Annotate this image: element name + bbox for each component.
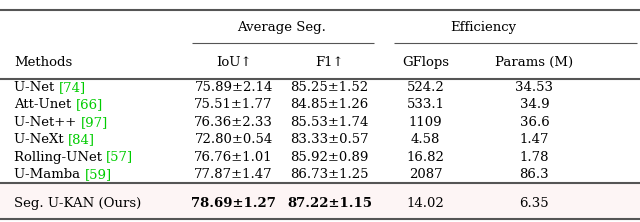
Text: 77.87±1.47: 77.87±1.47 — [195, 168, 273, 181]
Text: 1109: 1109 — [409, 116, 442, 129]
Bar — [0, 183, 640, 219]
Text: U-NeXt: U-NeXt — [14, 133, 68, 146]
Text: 34.9: 34.9 — [520, 98, 549, 111]
Text: 2087: 2087 — [409, 168, 442, 181]
Text: 78.69±1.27: 78.69±1.27 — [191, 197, 276, 210]
Text: U-Net: U-Net — [14, 81, 59, 94]
Text: 76.76±1.01: 76.76±1.01 — [195, 151, 273, 164]
Text: 86.73±1.25: 86.73±1.25 — [291, 168, 369, 181]
Text: [59]: [59] — [84, 168, 111, 181]
Text: 36.6: 36.6 — [520, 116, 549, 129]
Text: 4.58: 4.58 — [411, 133, 440, 146]
Text: 75.89±2.14: 75.89±2.14 — [195, 81, 273, 94]
Text: Params (M): Params (M) — [495, 56, 573, 69]
Text: Rolling-UNet: Rolling-UNet — [14, 151, 106, 164]
Text: [57]: [57] — [106, 151, 134, 164]
Text: F1↑: F1↑ — [316, 56, 344, 69]
Text: 1.78: 1.78 — [520, 151, 549, 164]
Text: Efficiency: Efficiency — [450, 21, 516, 34]
Text: 85.92±0.89: 85.92±0.89 — [291, 151, 369, 164]
Text: 85.25±1.52: 85.25±1.52 — [291, 81, 369, 94]
Text: [97]: [97] — [81, 116, 108, 129]
Text: 524.2: 524.2 — [407, 81, 444, 94]
Text: 76.36±2.33: 76.36±2.33 — [194, 116, 273, 129]
Text: GFlops: GFlops — [402, 56, 449, 69]
Text: [74]: [74] — [59, 81, 86, 94]
Text: IoU↑: IoU↑ — [216, 56, 252, 69]
Text: 6.35: 6.35 — [520, 197, 549, 210]
Text: 75.51±1.77: 75.51±1.77 — [195, 98, 273, 111]
Text: Average Seg.: Average Seg. — [237, 21, 326, 34]
Text: 1.47: 1.47 — [520, 133, 549, 146]
Text: 84.85±1.26: 84.85±1.26 — [291, 98, 369, 111]
Text: 83.33±0.57: 83.33±0.57 — [291, 133, 369, 146]
Text: U-Mamba: U-Mamba — [14, 168, 84, 181]
Text: 16.82: 16.82 — [406, 151, 445, 164]
Text: Seg. U-KAN (Ours): Seg. U-KAN (Ours) — [14, 197, 141, 210]
Text: 533.1: 533.1 — [406, 98, 445, 111]
Text: [66]: [66] — [76, 98, 103, 111]
Text: 85.53±1.74: 85.53±1.74 — [291, 116, 369, 129]
Text: U-Net++: U-Net++ — [14, 116, 81, 129]
Text: Att-Unet: Att-Unet — [14, 98, 76, 111]
Text: 34.53: 34.53 — [515, 81, 554, 94]
Text: 14.02: 14.02 — [407, 197, 444, 210]
Text: 72.80±0.54: 72.80±0.54 — [195, 133, 273, 146]
Text: Methods: Methods — [14, 56, 72, 69]
Text: 87.22±1.15: 87.22±1.15 — [287, 197, 372, 210]
Text: 86.3: 86.3 — [520, 168, 549, 181]
Text: [84]: [84] — [68, 133, 95, 146]
